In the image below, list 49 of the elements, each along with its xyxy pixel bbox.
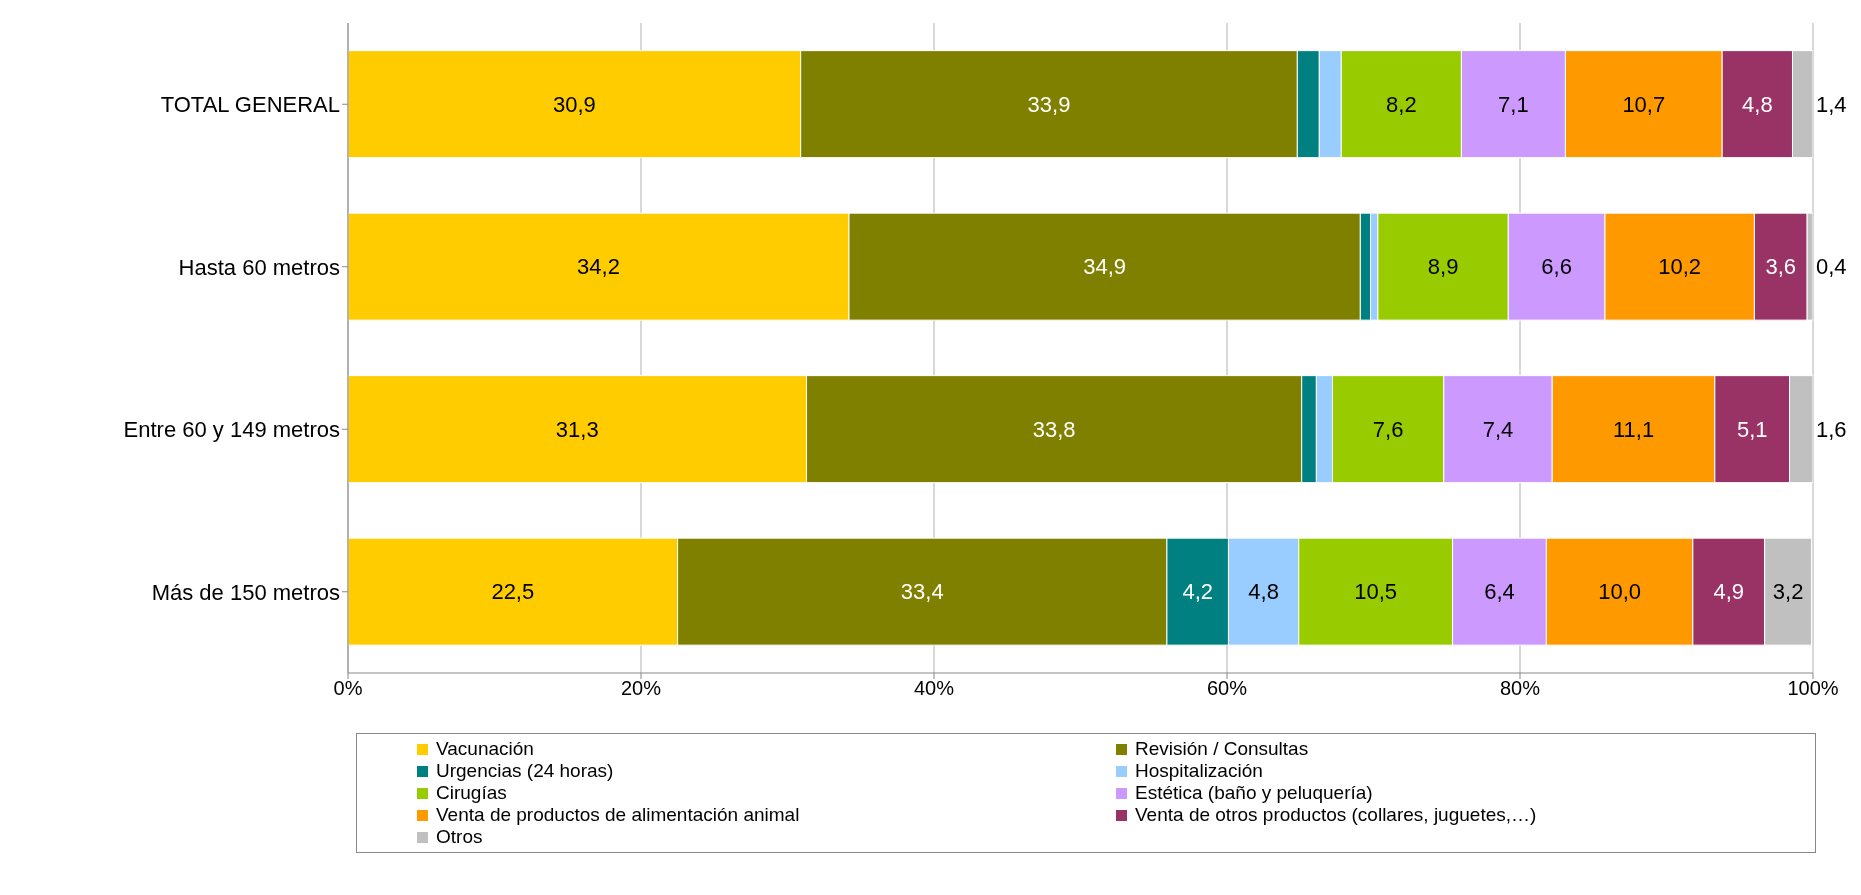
legend-label: Cirugías	[436, 782, 507, 804]
legend-label: Urgencias (24 horas)	[436, 760, 614, 782]
data-label: 34,9	[1083, 254, 1127, 280]
y-tick-label: Más de 150 metros	[151, 579, 340, 605]
data-label: 4,9	[1713, 579, 1745, 605]
data-label: 1,6	[1816, 416, 1847, 442]
legend-label: Vacunación	[436, 738, 534, 760]
y-tick-label: Hasta 60 metros	[178, 254, 340, 280]
data-label: 33,8	[1032, 416, 1076, 442]
data-label: 7,4	[1482, 416, 1514, 442]
data-label: 1,4	[1816, 91, 1847, 117]
data-label: 4,8	[1742, 91, 1773, 117]
data-label: 3,6	[1765, 254, 1797, 280]
x-tick-label: 20%	[620, 677, 662, 700]
data-label: 8,9	[1427, 254, 1459, 280]
legend-label: Estética (baño y peluquería)	[1135, 782, 1373, 804]
data-label: 34,2	[577, 254, 620, 280]
data-label: 10,7	[1622, 91, 1666, 117]
data-label: 10,5	[1354, 579, 1398, 605]
data-label: 7,6	[1372, 416, 1404, 442]
legend-label: Venta de productos de alimentación animal	[436, 804, 800, 826]
data-label: 6,4	[1484, 579, 1515, 605]
y-tick-label: Entre 60 y 149 metros	[123, 417, 340, 443]
data-label: 22,5	[491, 579, 535, 605]
data-label: 6,6	[1541, 254, 1572, 280]
legend-label: Revisión / Consultas	[1135, 738, 1309, 760]
data-label: 11,1	[1612, 416, 1655, 442]
x-tick-label: 100%	[1787, 677, 1839, 700]
x-tick-label: 60%	[1206, 677, 1248, 700]
x-tick-label: 40%	[913, 677, 955, 700]
data-label: 7,1	[1498, 91, 1529, 117]
data-label: 33,9	[1027, 91, 1071, 117]
data-label: 5,1	[1736, 416, 1768, 442]
data-label: 0,4	[1816, 254, 1847, 280]
data-label: 8,2	[1386, 91, 1417, 117]
data-label: 30,9	[552, 91, 596, 117]
y-tick-label: TOTAL GENERAL	[160, 92, 340, 118]
data-label: 10,0	[1598, 579, 1642, 605]
legend-label: Hospitalización	[1135, 760, 1263, 782]
x-tick-label: 80%	[1499, 677, 1541, 700]
data-label: 4,8	[1248, 579, 1279, 605]
data-label: 31,3	[555, 416, 599, 442]
x-tick-label: 0%	[333, 677, 363, 700]
legend-label: Venta de otros productos (collares, juguetes,…)	[1135, 804, 1537, 826]
data-label: 4,2	[1182, 579, 1213, 605]
data-label: 3,2	[1772, 579, 1804, 605]
data-label: 10,2	[1658, 254, 1702, 280]
data-label: 33,4	[900, 579, 944, 605]
legend-label: Otros	[436, 826, 483, 848]
